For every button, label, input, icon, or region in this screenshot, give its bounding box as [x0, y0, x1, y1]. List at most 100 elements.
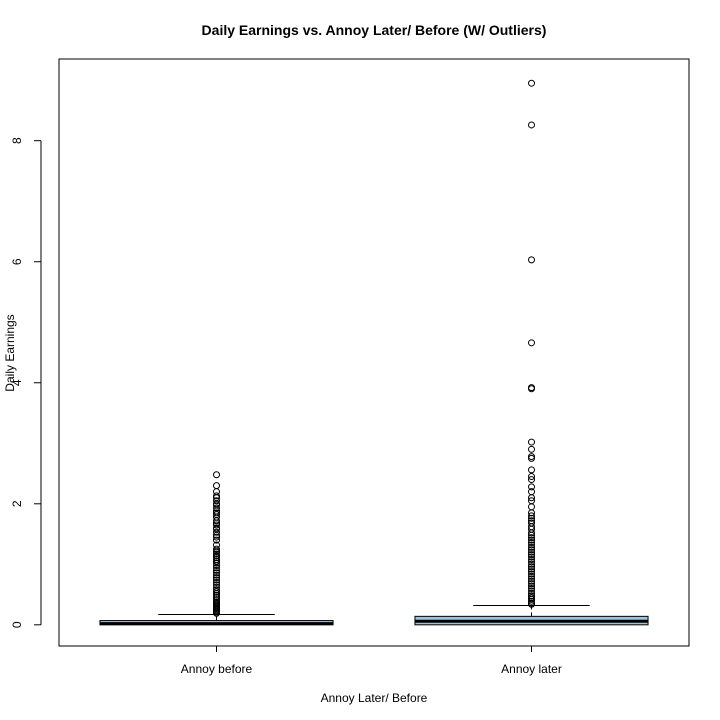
outlier-point [528, 600, 535, 608]
outlier-point [213, 562, 220, 570]
x-axis: Annoy before Annoy later [181, 646, 562, 676]
outlier-point [528, 483, 535, 491]
outlier-point [213, 509, 220, 517]
outlier-point [213, 517, 220, 525]
outlier-point [528, 597, 535, 605]
outlier-point [213, 471, 220, 479]
outlier-point [528, 543, 535, 551]
outlier-point [528, 575, 535, 583]
outlier-point [528, 514, 535, 522]
outlier-point [528, 546, 535, 554]
outlier-point [213, 576, 220, 584]
outlier-point [528, 572, 535, 580]
outlier-point [528, 476, 535, 484]
outlier-point [528, 551, 535, 559]
outlier-point [528, 560, 535, 568]
outlier-point [528, 555, 535, 563]
outlier-point [528, 536, 535, 544]
outlier-point [528, 503, 535, 511]
x-tick-label: Annoy before [181, 662, 253, 676]
outlier-point [213, 609, 220, 617]
outlier-point [528, 466, 535, 474]
outlier-point [528, 553, 535, 561]
y-tick-label: 6 [10, 258, 24, 265]
outlier-point [528, 256, 535, 264]
outlier-point [528, 494, 535, 502]
outlier-point [528, 595, 535, 603]
outlier-point [213, 591, 220, 599]
outlier-point [528, 563, 535, 571]
outlier-point [528, 592, 535, 600]
outlier-point [213, 586, 220, 594]
outlier-point [528, 534, 535, 542]
outlier-point [213, 548, 220, 556]
outlier-point [528, 582, 535, 590]
y-axis-label: Daily Earnings [3, 314, 17, 391]
outlier-point [528, 565, 535, 573]
x-tick-label: Annoy later [501, 662, 562, 676]
outlier-point [528, 438, 535, 446]
outlier-point [528, 512, 535, 520]
outlier-point [528, 385, 535, 393]
outlier-point [213, 559, 220, 567]
outlier-point [528, 587, 535, 595]
y-axis: 0 2 4 6 8 [10, 137, 42, 628]
outlier-point [528, 539, 535, 547]
outlier-point [213, 597, 220, 605]
outlier-point [213, 589, 220, 597]
outlier-point [528, 339, 535, 347]
outlier-point [528, 445, 535, 453]
outlier-point [528, 509, 535, 517]
outlier-point [528, 568, 535, 576]
box-group [414, 79, 649, 626]
outlier-point [528, 79, 535, 87]
outlier-point [213, 569, 220, 577]
outlier-point [213, 497, 220, 505]
outlier-point [213, 528, 220, 536]
chart-title: Daily Earnings vs. Annoy Later/ Before (… [202, 22, 547, 38]
outlier-point [213, 574, 220, 582]
outlier-point [528, 121, 535, 129]
outlier-point [213, 581, 220, 589]
outlier-point [528, 577, 535, 585]
outlier-point [213, 536, 220, 544]
plot-frame [58, 58, 690, 647]
outlier-point [528, 453, 535, 461]
outlier-point [528, 594, 535, 602]
outlier-point [528, 585, 535, 593]
outlier-point [213, 533, 220, 541]
x-axis-label: Annoy Later/ Before [321, 691, 428, 705]
outlier-point [528, 529, 535, 537]
outlier-point [528, 548, 535, 556]
boxes-layer [99, 79, 649, 626]
y-tick-label: 8 [10, 137, 24, 144]
outlier-point [213, 578, 220, 586]
outlier-point [213, 557, 220, 565]
outlier-point [213, 521, 220, 529]
outlier-point [213, 564, 220, 572]
box-group [99, 471, 334, 626]
outlier-point [213, 552, 220, 560]
outlier-point [528, 570, 535, 578]
outlier-point [213, 571, 220, 579]
outlier-point [528, 473, 535, 481]
outlier-point [213, 504, 220, 512]
y-tick-label: 4 [10, 379, 24, 386]
outlier-point [213, 550, 220, 558]
outlier-point [528, 580, 535, 588]
outlier-point [528, 541, 535, 549]
outlier-point [213, 566, 220, 574]
outlier-point [213, 492, 220, 500]
outlier-point [528, 558, 535, 566]
outlier-point [528, 531, 535, 539]
y-tick-label: 2 [10, 500, 24, 507]
outlier-point [213, 554, 220, 562]
outlier-point [213, 593, 220, 601]
outlier-point [213, 482, 220, 490]
y-tick-label: 0 [10, 621, 24, 628]
outlier-point [213, 588, 220, 596]
outlier-point [528, 454, 535, 462]
outlier-point [213, 531, 220, 539]
outlier-point [213, 545, 220, 553]
